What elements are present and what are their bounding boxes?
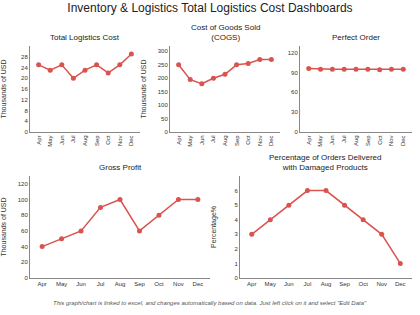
svg-text:Sep: Sep	[234, 135, 240, 146]
svg-text:Thousands of USD: Thousands of USD	[0, 59, 7, 118]
svg-text:May: May	[47, 135, 53, 146]
svg-text:100: 100	[18, 197, 29, 203]
svg-text:Apr: Apr	[176, 135, 182, 144]
svg-text:Aug: Aug	[222, 135, 228, 146]
svg-text:Nov: Nov	[117, 135, 123, 146]
svg-text:Sep: Sep	[94, 135, 100, 146]
svg-text:3: 3	[234, 231, 238, 237]
svg-text:16: 16	[21, 86, 28, 92]
svg-text:Dec: Dec	[395, 281, 406, 287]
svg-text:12: 12	[21, 97, 28, 103]
svg-text:Thousands of USD: Thousands of USD	[0, 197, 7, 256]
svg-text:Nov: Nov	[376, 281, 387, 287]
svg-text:80: 80	[21, 212, 28, 218]
svg-text:0: 0	[164, 129, 168, 135]
svg-text:Dec: Dec	[400, 135, 406, 146]
svg-text:40: 40	[21, 244, 28, 250]
svg-text:Cost of Goods Sold(COGS): Cost of Goods Sold(COGS)	[191, 23, 260, 42]
svg-text:Jun: Jun	[199, 135, 205, 145]
svg-text:100: 100	[158, 102, 169, 108]
svg-text:Sep: Sep	[365, 135, 371, 146]
svg-text:200: 200	[158, 75, 169, 81]
svg-text:30: 30	[291, 109, 298, 115]
svg-text:6: 6	[234, 188, 238, 194]
svg-text:May: May	[265, 281, 276, 287]
svg-text:300: 300	[158, 48, 169, 54]
svg-text:Oct: Oct	[358, 281, 368, 287]
svg-text:60: 60	[21, 228, 28, 234]
svg-text:Dec: Dec	[193, 281, 204, 287]
svg-text:Percentage of Orders Delivered: Percentage of Orders Deliveredwith Damag…	[269, 153, 382, 172]
svg-text:Jul: Jul	[304, 281, 312, 287]
svg-text:8: 8	[24, 108, 28, 114]
svg-text:Jul: Jul	[70, 135, 76, 143]
svg-text:0: 0	[24, 275, 28, 281]
svg-text:Jul: Jul	[341, 135, 347, 143]
svg-text:Percentage%: Percentage%	[210, 206, 218, 248]
svg-text:Perfect Order: Perfect Order	[332, 33, 380, 42]
svg-text:Dec: Dec	[268, 135, 274, 146]
svg-text:Total Logistics Cost: Total Logistics Cost	[50, 33, 120, 42]
svg-text:Jun: Jun	[76, 281, 86, 287]
svg-text:Nov: Nov	[173, 281, 184, 287]
svg-text:28: 28	[21, 54, 28, 60]
svg-text:Dec: Dec	[128, 135, 134, 146]
svg-text:Apr: Apr	[247, 281, 256, 287]
svg-text:Apr: Apr	[306, 135, 312, 144]
svg-text:20: 20	[21, 75, 28, 81]
svg-text:4: 4	[234, 217, 238, 223]
svg-text:Thousands of USD: Thousands of USD	[140, 59, 147, 118]
svg-text:May: May	[317, 135, 323, 146]
svg-text:5: 5	[234, 202, 238, 208]
svg-text:May: May	[56, 281, 67, 287]
svg-text:90: 90	[291, 70, 298, 76]
svg-text:May: May	[187, 135, 193, 146]
svg-text:Apr: Apr	[37, 281, 46, 287]
svg-text:Jun: Jun	[284, 281, 294, 287]
svg-text:Oct: Oct	[105, 135, 111, 145]
svg-text:Inventory & Logistics Total Lo: Inventory & Logistics Total Logistics Co…	[67, 1, 352, 15]
svg-text:24: 24	[21, 65, 28, 71]
svg-text:120: 120	[288, 50, 299, 56]
svg-text:Jul: Jul	[210, 135, 216, 143]
svg-text:4: 4	[24, 118, 28, 124]
svg-text:This graph/chart is linked to: This graph/chart is linked to excel, and…	[53, 300, 367, 306]
svg-text:Nov: Nov	[388, 135, 394, 146]
svg-text:Sep: Sep	[134, 281, 145, 287]
svg-text:Nov: Nov	[257, 135, 263, 146]
svg-text:Gross Profit: Gross Profit	[99, 163, 142, 172]
svg-text:Jun: Jun	[59, 135, 65, 145]
svg-text:0: 0	[24, 129, 28, 135]
svg-text:Aug: Aug	[115, 281, 126, 287]
svg-text:50: 50	[161, 116, 168, 122]
svg-text:Aug: Aug	[82, 135, 88, 146]
svg-text:Aug: Aug	[321, 281, 332, 287]
svg-text:20: 20	[21, 259, 28, 265]
svg-text:150: 150	[158, 89, 169, 95]
svg-text:Oct: Oct	[245, 135, 251, 145]
svg-text:1: 1	[234, 261, 238, 267]
svg-text:Jun: Jun	[329, 135, 335, 145]
svg-text:Sep: Sep	[339, 281, 350, 287]
svg-text:Oct: Oct	[377, 135, 383, 145]
svg-text:2: 2	[234, 246, 238, 252]
svg-text:120: 120	[18, 181, 29, 187]
svg-text:250: 250	[158, 62, 169, 68]
svg-text:0: 0	[234, 275, 238, 281]
svg-text:Aug: Aug	[353, 135, 359, 146]
svg-text:Apr: Apr	[36, 135, 42, 144]
svg-text:60: 60	[291, 89, 298, 95]
svg-text:0: 0	[294, 129, 298, 135]
svg-text:Jul: Jul	[97, 281, 105, 287]
svg-text:Oct: Oct	[154, 281, 164, 287]
